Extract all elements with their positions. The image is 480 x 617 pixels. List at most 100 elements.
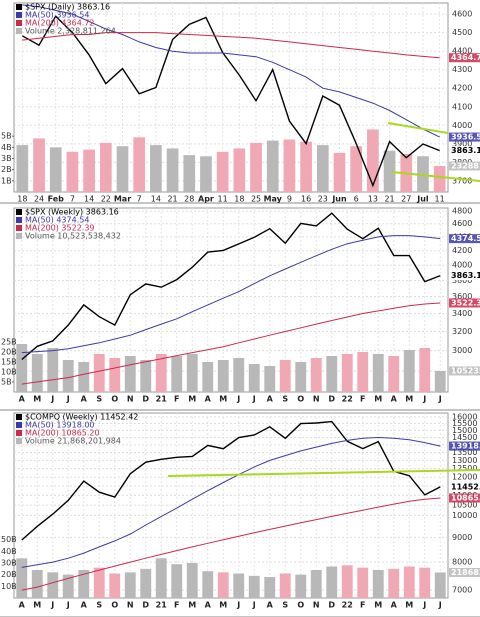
trend-lines — [167, 122, 480, 477]
volume-bar — [83, 149, 95, 192]
price-line — [21, 420, 441, 541]
x-tick-label: J — [236, 395, 240, 404]
price-line — [21, 212, 441, 361]
x-tick-label: Jun — [331, 195, 347, 204]
x-tick-label: M — [188, 601, 196, 610]
volume-bar — [171, 564, 183, 598]
y-tick-label: 13500 — [452, 448, 477, 457]
end-label-box — [449, 493, 480, 503]
end-label-box — [449, 271, 480, 281]
x-tick-label: J — [422, 601, 426, 610]
moving-average-line — [21, 235, 441, 354]
moving-average-line — [21, 497, 441, 591]
volume-bar — [155, 558, 167, 598]
x-tick-label: M — [405, 601, 413, 610]
legend-swatch — [16, 4, 22, 10]
legend-swatch — [16, 20, 22, 26]
volume-bar — [16, 344, 28, 392]
y2-tick-label: 4B — [1, 143, 12, 152]
y2-tick-label: 50B — [1, 535, 17, 544]
legend-swatch — [16, 233, 22, 239]
volume-bar — [434, 370, 446, 392]
volume-bar — [350, 146, 363, 192]
volume-bar — [78, 362, 90, 392]
end-label-box — [449, 298, 480, 308]
volume-bar — [403, 566, 415, 598]
volume-bar — [47, 348, 59, 392]
volume-bar — [66, 151, 79, 192]
y-tick-label: 3600 — [452, 292, 472, 301]
y-tick-label: 8000 — [452, 558, 472, 567]
y-tick-label: 3000 — [452, 346, 472, 355]
y-tick-label: 4000 — [452, 121, 472, 130]
y-tick-label: 4100 — [452, 102, 472, 111]
x-tick-label: A — [267, 601, 274, 610]
volume-bar — [93, 567, 105, 598]
x-tick-label: J — [438, 395, 442, 404]
x-tick-label: 28 — [184, 195, 194, 204]
volume-bar — [326, 356, 338, 392]
y2-tick-label: 30B — [1, 559, 17, 568]
x-tick-label: 22 — [342, 601, 353, 610]
y-tick-label: 4800 — [452, 207, 472, 216]
volume-bar — [216, 151, 229, 192]
volume-bar — [49, 147, 62, 192]
volume-bar — [264, 366, 276, 392]
end-label-box — [449, 441, 480, 451]
end-label-box — [449, 53, 480, 63]
x-tick-label: Feb — [48, 195, 65, 204]
volume-bar — [109, 573, 121, 598]
volume-bar — [403, 350, 415, 392]
y-tick-label: 12500 — [452, 464, 477, 473]
end-label: 10865.20 — [451, 493, 480, 502]
x-tick-label: F — [360, 601, 365, 610]
legend-entry: MA(50) 4374.54 — [25, 216, 89, 225]
volume-bar — [200, 156, 212, 192]
x-tick-label: Mar — [114, 195, 131, 204]
x-tick-label: 14 — [84, 195, 94, 204]
volume-bar — [133, 137, 146, 192]
legend-entry: Volume 21,868,201,984 — [25, 437, 121, 446]
legend-swatch — [16, 209, 22, 215]
volume-bar — [186, 563, 198, 598]
x-tick-label: 23 — [318, 195, 328, 204]
volume-bar — [233, 148, 246, 192]
y2-tick-label: 1B — [1, 176, 12, 185]
volume-bar — [367, 129, 379, 192]
moving-average-line — [21, 302, 441, 385]
x-tick-label: S — [282, 601, 288, 610]
x-tick-label: J — [50, 395, 54, 404]
end-label: 11452.42 — [451, 482, 480, 491]
x-tick-label: A — [391, 601, 398, 610]
volume-bar — [217, 572, 229, 598]
volume-bar — [150, 145, 162, 192]
y2-tick-label: 15B — [1, 358, 17, 367]
y-tick-label: 3900 — [452, 139, 472, 148]
volume-bar — [357, 352, 369, 392]
y2-tick-label: 2B — [1, 165, 12, 174]
end-label: 21868201984 — [451, 568, 480, 577]
x-tick-label: A — [81, 601, 88, 610]
y-tick-label: 4400 — [452, 47, 472, 56]
volume-bar — [62, 360, 74, 392]
volume-bar — [279, 360, 291, 392]
legend-entry: Volume 2,328,811,264 — [25, 27, 116, 36]
y-tick-label: 14500 — [452, 433, 477, 442]
y2-tick-label: 10B — [1, 582, 17, 591]
legend-entry: $COMPQ (Weekly) 11452.42 — [25, 413, 138, 422]
volume-bar — [372, 354, 384, 392]
y-tick-label: 4000 — [452, 261, 472, 270]
x-tick-label: A — [205, 601, 212, 610]
volume-bar — [99, 142, 112, 192]
x-tick-label: J — [422, 395, 426, 404]
x-tick-label: S — [96, 601, 102, 610]
moving-average-line — [21, 436, 441, 568]
x-tick-label: D — [328, 395, 335, 404]
volume-bar — [341, 565, 353, 598]
volume-bar — [326, 566, 338, 598]
volume-bar — [266, 140, 279, 192]
end-label: 2328811264 — [451, 161, 480, 170]
x-tick-label: M — [33, 601, 41, 610]
end-label: 3863.16 — [451, 146, 480, 155]
